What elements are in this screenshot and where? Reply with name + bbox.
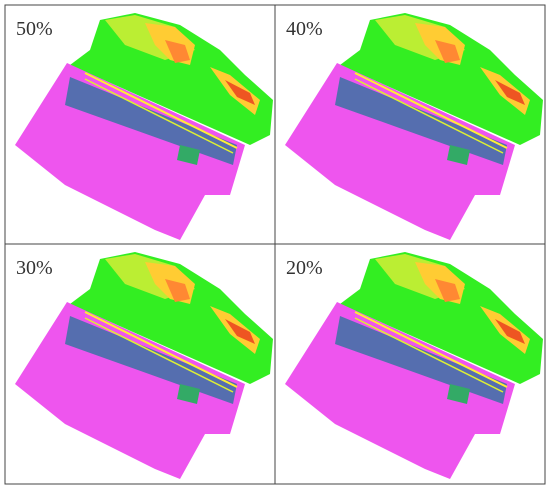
panel-label: 50%	[16, 18, 53, 40]
point-cloud	[284, 12, 544, 241]
panel-label: 30%	[16, 257, 53, 279]
point-cloud	[14, 12, 274, 241]
panel-label: 40%	[286, 18, 323, 40]
panel-label: 20%	[286, 257, 323, 279]
point-cloud	[284, 251, 544, 480]
point-cloud	[14, 251, 274, 480]
